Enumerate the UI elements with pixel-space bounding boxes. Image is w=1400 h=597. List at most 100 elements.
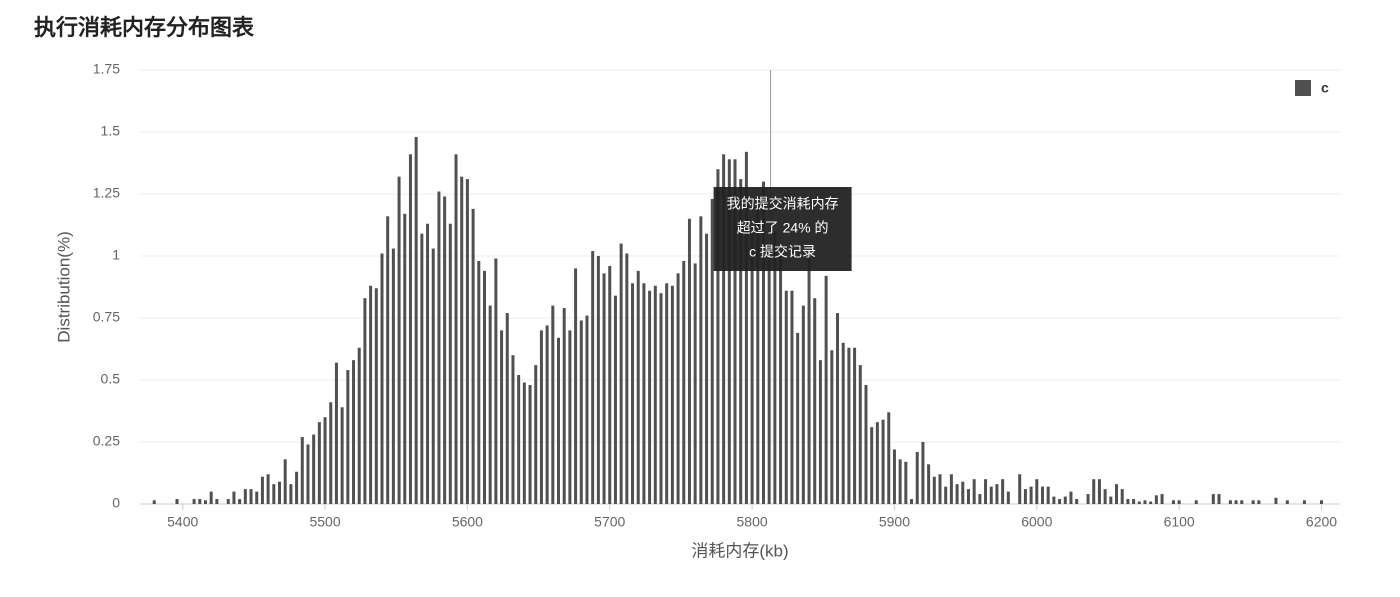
bar (238, 499, 242, 504)
bar (494, 258, 498, 504)
bar (306, 444, 310, 504)
bar (386, 216, 390, 504)
chart-title: 执行消耗内存分布图表 (34, 15, 255, 40)
bar (357, 347, 361, 504)
bar (949, 474, 953, 504)
bar (756, 206, 760, 504)
bar (790, 290, 794, 504)
bar (477, 260, 481, 504)
bar (1149, 501, 1153, 504)
bar (209, 491, 213, 504)
bar (932, 476, 936, 504)
bar (779, 256, 783, 504)
bar (733, 159, 737, 504)
y-tick-label: 0 (112, 495, 120, 511)
bar (830, 350, 834, 504)
bar (1029, 486, 1033, 504)
bar (420, 233, 424, 504)
bar (744, 151, 748, 504)
tooltip-line: 我的提交消耗内存 (727, 196, 839, 212)
bar (955, 484, 959, 504)
bar (260, 476, 264, 504)
y-tick-label: 0.25 (93, 433, 120, 449)
y-tick-label: 0.75 (93, 309, 120, 325)
bar (966, 489, 970, 504)
bar (1052, 496, 1056, 504)
bar (295, 471, 299, 504)
bar (761, 181, 765, 504)
bar (380, 253, 384, 504)
x-tick-label: 6200 (1306, 514, 1337, 530)
bar (807, 256, 811, 504)
bar (334, 362, 338, 504)
bar (426, 223, 430, 504)
bar (414, 136, 418, 504)
bar (1194, 500, 1198, 504)
bar (1075, 499, 1079, 504)
bar (534, 365, 538, 504)
x-tick-label: 5500 (309, 514, 340, 530)
bar (443, 196, 447, 505)
bar (448, 223, 452, 504)
bar (488, 305, 492, 504)
tooltip-box (713, 187, 852, 271)
bar (750, 231, 754, 504)
bar (1126, 499, 1130, 504)
bar (397, 176, 401, 504)
bar (1001, 479, 1005, 504)
bar (437, 191, 441, 504)
bar (454, 154, 458, 504)
bar (1069, 491, 1073, 504)
bar (739, 179, 743, 504)
bar (659, 293, 663, 504)
bar (517, 375, 521, 504)
bar (585, 315, 589, 504)
y-tick-label: 1.25 (93, 185, 120, 201)
bar (272, 484, 276, 504)
x-tick-label: 5700 (594, 514, 625, 530)
bar (853, 347, 857, 504)
bar (676, 273, 680, 504)
bar (232, 491, 236, 504)
bar (716, 169, 720, 504)
bar (978, 494, 982, 504)
bar (1143, 500, 1147, 504)
bar (648, 290, 652, 504)
bar (824, 275, 828, 504)
bar (870, 427, 874, 504)
bar (374, 288, 378, 504)
bar (1217, 494, 1221, 504)
bar (1251, 500, 1255, 504)
bar (1274, 497, 1278, 504)
legend-label: c (1321, 80, 1329, 96)
bar (602, 273, 606, 504)
bar (727, 159, 731, 504)
y-tick-label: 1.75 (93, 61, 120, 77)
bar (1160, 494, 1164, 504)
bar (972, 479, 976, 504)
bar (551, 305, 555, 504)
bar (562, 308, 566, 504)
bar (1086, 494, 1090, 504)
bar (1240, 500, 1244, 504)
bar (773, 231, 777, 504)
bar (1115, 484, 1119, 504)
bar (841, 342, 845, 504)
bar (1132, 499, 1136, 504)
bar (1097, 479, 1101, 504)
bar (522, 382, 526, 504)
bar (226, 499, 230, 504)
bar (1046, 486, 1050, 504)
bar (1234, 500, 1238, 504)
bar (203, 500, 207, 504)
legend-swatch (1295, 80, 1311, 96)
bar (465, 179, 469, 504)
bar (255, 491, 259, 504)
bar (545, 325, 549, 504)
bar (910, 499, 914, 504)
bar (329, 402, 333, 504)
bar (346, 370, 350, 504)
tooltip-line: 超过了 24% 的 (737, 220, 829, 236)
